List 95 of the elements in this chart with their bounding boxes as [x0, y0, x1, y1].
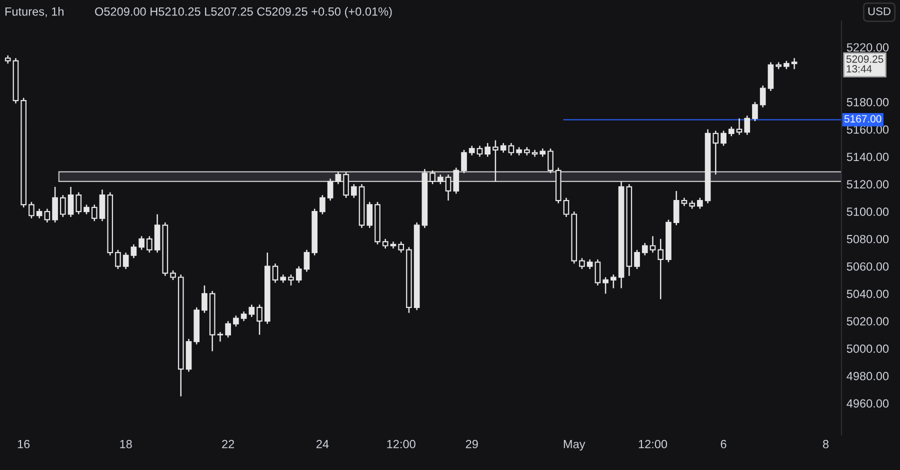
candlestick — [320, 194, 326, 215]
candlestick — [240, 310, 247, 322]
candlestick — [272, 262, 278, 284]
ref-line-label: 5167.00 — [844, 115, 882, 123]
candlestick — [728, 126, 734, 137]
y-tick-label: 5000.00 — [846, 344, 889, 353]
candlestick — [720, 130, 726, 146]
candlestick — [697, 197, 703, 210]
candlestick — [335, 171, 342, 185]
candlestick — [304, 249, 310, 272]
candlestick — [202, 284, 208, 314]
candlestick — [430, 170, 436, 185]
candlestick — [382, 238, 388, 250]
y-tick-label: 4980.00 — [846, 372, 889, 380]
x-tick-label: 24 — [316, 440, 329, 448]
candlestick — [138, 236, 144, 250]
y-tick-label: 5140.00 — [846, 152, 889, 162]
candlestick — [84, 204, 90, 215]
x-tick-label: 12:00 — [387, 440, 416, 448]
candlestick — [350, 184, 357, 198]
candlestick — [658, 238, 664, 300]
candlestick — [296, 266, 302, 284]
y-tick-label: 4960.00 — [846, 399, 889, 408]
candlestick — [437, 174, 444, 185]
y-tick-label: 5020.00 — [846, 317, 889, 326]
y-tick-label: 5120.00 — [846, 180, 889, 189]
candlestick — [768, 62, 774, 92]
text: USD — [868, 7, 890, 16]
y-tick-label: 5040.00 — [846, 290, 889, 298]
candlestick — [563, 197, 570, 218]
x-tick-label: 8 — [823, 440, 829, 448]
candlestick — [248, 304, 255, 318]
candlestick — [288, 274, 294, 286]
candlestick — [115, 249, 121, 270]
x-tick-label: 29 — [466, 440, 478, 448]
candlestick — [610, 274, 616, 289]
y-tick-label: 5100.00 — [846, 208, 889, 216]
candlestick — [225, 320, 231, 338]
candlestick — [508, 142, 514, 156]
x-tick-label: May — [564, 440, 586, 451]
y-tick-label: 5180.00 — [846, 98, 889, 106]
candlestick — [492, 140, 498, 182]
y-tick-label: 5060.00 — [846, 262, 889, 271]
candlestick — [634, 249, 640, 270]
text: 5209.25 13:44 — [846, 55, 884, 73]
candlestick — [673, 190, 680, 226]
candlestick — [170, 270, 176, 281]
candlestick — [602, 276, 608, 294]
candlestick — [650, 236, 656, 254]
candlestick — [327, 178, 334, 202]
candlestick — [791, 58, 798, 70]
candlestick — [579, 257, 585, 270]
candlestick — [453, 167, 460, 194]
candlestick — [468, 145, 475, 156]
candlestick — [476, 145, 483, 158]
y-tick-label: 5220.00 — [846, 43, 889, 52]
candlestick — [146, 236, 152, 254]
candlestick — [256, 304, 262, 336]
candlestick — [68, 186, 74, 218]
candlestick — [445, 174, 452, 202]
candlestick — [99, 188, 106, 222]
candlestick — [36, 208, 42, 219]
candlestick — [343, 171, 349, 198]
candlestick — [60, 194, 66, 218]
candlestick — [91, 204, 98, 222]
x-tick-label: 18 — [120, 440, 132, 448]
candlestick — [122, 252, 129, 270]
candlestick — [52, 186, 58, 224]
x-tick-label: 22 — [222, 440, 234, 448]
chart-title: Futures, 1h — [5, 7, 64, 18]
candlestick — [217, 331, 224, 342]
x-tick-label: 6 — [720, 440, 726, 448]
candlestick — [130, 244, 137, 259]
x-tick-label: 12:00 — [638, 440, 668, 448]
candlestick — [642, 242, 648, 256]
candlestick — [461, 149, 467, 174]
candlestick — [760, 84, 766, 108]
candlestick — [500, 142, 506, 154]
candlestick — [548, 148, 554, 174]
candlestick — [484, 142, 491, 158]
chart-subtitle: O5209.00 H5210.25 L5207.25 C5209.25 +0.50 (+0.01%) — [95, 7, 392, 18]
x-tick-label: 16 — [18, 440, 30, 448]
candlestick — [586, 258, 593, 270]
candlestick — [752, 101, 758, 122]
candlestick — [366, 201, 373, 229]
candlestick — [398, 241, 404, 254]
candlestick — [736, 118, 742, 136]
candlestick — [712, 130, 719, 176]
candlestick — [44, 208, 50, 224]
candlestick — [233, 314, 239, 328]
candlestick — [744, 115, 750, 136]
y-tick-label: 5080.00 — [846, 234, 889, 244]
candlestick — [28, 201, 34, 219]
candlestick — [594, 258, 601, 286]
candlestick — [76, 192, 82, 215]
